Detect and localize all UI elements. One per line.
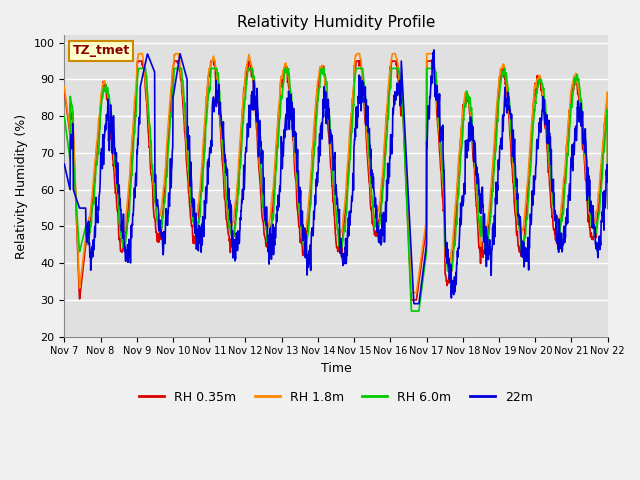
Title: Relativity Humidity Profile: Relativity Humidity Profile (237, 15, 435, 30)
Text: TZ_tmet: TZ_tmet (72, 44, 130, 58)
Legend: RH 0.35m, RH 1.8m, RH 6.0m, 22m: RH 0.35m, RH 1.8m, RH 6.0m, 22m (134, 386, 538, 409)
Y-axis label: Relativity Humidity (%): Relativity Humidity (%) (15, 113, 28, 259)
X-axis label: Time: Time (321, 362, 351, 375)
